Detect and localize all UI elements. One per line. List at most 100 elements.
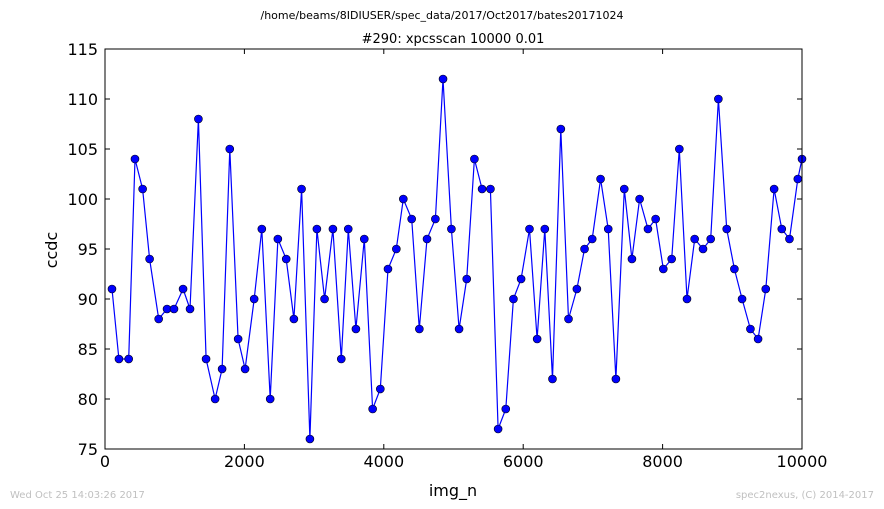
y-tick-label: 75 — [78, 440, 98, 459]
data-point — [690, 234, 699, 244]
chart-title: #290: xpcsscan 10000 0.01 — [362, 32, 545, 47]
data-point — [761, 284, 771, 294]
x-tick-label: 8000 — [642, 452, 683, 471]
data-point — [185, 304, 195, 314]
data-point — [376, 384, 385, 394]
data-point — [611, 374, 621, 384]
data-point — [281, 254, 291, 264]
y-tick-label: 80 — [78, 390, 98, 409]
data-point — [130, 154, 140, 164]
y-tick-label: 115 — [67, 40, 98, 59]
data-point — [627, 254, 637, 264]
y-tick-label: 110 — [67, 90, 98, 109]
data-point — [359, 234, 369, 244]
y-tick-label: 85 — [78, 340, 98, 359]
data-point — [769, 184, 779, 194]
data-point — [438, 74, 448, 84]
y-tick-label: 105 — [67, 140, 98, 159]
footer-credit: spec2nexus, (C) 2014-2017 — [736, 490, 874, 501]
data-point — [178, 284, 188, 294]
data-point — [431, 214, 440, 224]
footer-timestamp: Wed Oct 25 14:03:26 2017 — [10, 490, 145, 501]
data-point — [447, 224, 456, 234]
plot-frame — [104, 48, 803, 450]
data-point — [714, 94, 723, 104]
x-axis-label: img_n — [429, 481, 477, 501]
data-point — [486, 184, 495, 194]
data-point — [415, 324, 424, 334]
data-point — [548, 374, 557, 384]
data-point — [265, 394, 275, 404]
y-tick-label: 90 — [78, 290, 98, 309]
data-point — [730, 264, 739, 274]
data-point — [320, 294, 329, 304]
plot-area: 0 2000 4000 6000 8000 10000 75 80 85 90 95 100 105 11… — [67, 40, 827, 471]
data-point — [217, 364, 227, 374]
data-point — [603, 224, 613, 234]
series-line — [111, 78, 803, 440]
x-tick-label: 2000 — [224, 452, 265, 471]
y-axis-label: ccdc — [42, 232, 61, 269]
data-point — [667, 254, 676, 264]
data-point — [210, 394, 220, 404]
x-tick-label: 6000 — [503, 452, 544, 471]
data-point — [462, 274, 472, 284]
data-point — [658, 264, 668, 274]
data-point — [698, 244, 708, 254]
data-point — [305, 434, 315, 444]
data-point — [407, 214, 416, 224]
data-point — [194, 114, 203, 124]
data-point — [240, 364, 250, 374]
data-point — [233, 334, 243, 344]
data-point — [201, 354, 211, 364]
x-tick-label: 10000 — [777, 452, 828, 471]
data-point — [777, 224, 787, 234]
data-point — [746, 324, 755, 334]
data-point — [273, 234, 283, 244]
data-point — [154, 314, 163, 324]
x-tick-label: 4000 — [363, 452, 404, 471]
data-point — [793, 174, 803, 184]
data-point — [422, 234, 432, 244]
data-point — [785, 234, 794, 244]
data-point — [336, 354, 346, 364]
data-point — [564, 314, 573, 324]
data-point — [540, 224, 550, 234]
data-point — [753, 334, 763, 344]
data-point — [501, 404, 511, 414]
data-point — [454, 324, 464, 334]
data-point — [392, 244, 401, 254]
data-point — [509, 294, 518, 304]
data-point — [124, 354, 133, 364]
data-point — [477, 184, 487, 194]
data-point — [635, 194, 644, 204]
data-point — [399, 194, 408, 204]
data-point — [516, 274, 526, 284]
data-point — [619, 184, 629, 194]
data-point — [572, 284, 582, 294]
data-point — [587, 234, 597, 244]
data-point — [257, 224, 267, 234]
data-point — [328, 224, 338, 234]
data-point — [470, 154, 479, 164]
data-point — [297, 184, 306, 194]
data-point — [225, 144, 235, 154]
data-point — [138, 184, 147, 194]
data-point — [682, 294, 692, 304]
y-tick-label: 95 — [78, 240, 98, 259]
data-point — [643, 224, 653, 234]
y-tick-label: 100 — [67, 190, 98, 209]
data-point — [114, 354, 124, 364]
data-point — [525, 224, 534, 234]
data-point — [737, 294, 747, 304]
data-point — [368, 404, 377, 414]
data-point — [722, 224, 732, 234]
data-point — [289, 314, 299, 324]
data-point — [312, 224, 322, 234]
data-point — [651, 214, 660, 224]
data-point — [580, 244, 589, 254]
data-point — [145, 254, 154, 264]
data-point — [107, 284, 117, 294]
data-point — [169, 304, 179, 314]
